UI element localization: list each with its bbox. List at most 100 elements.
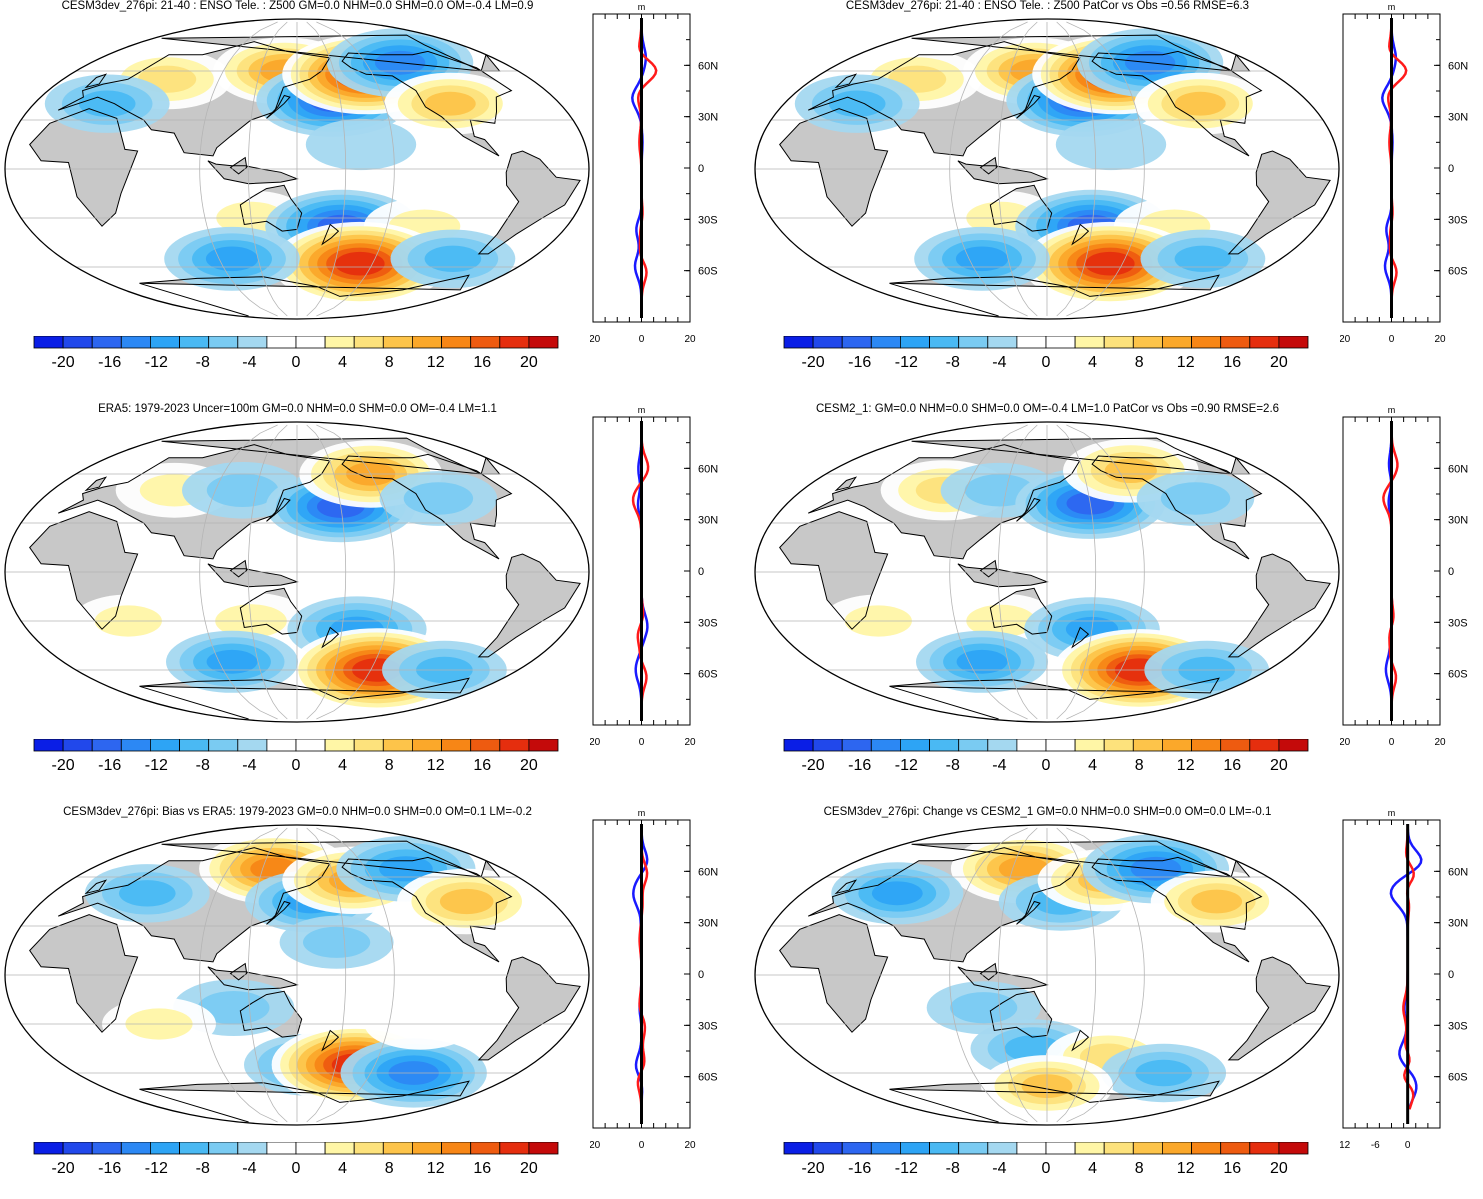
colorbar: -20 -16 -12 -8 -4 0 4 8 12 16 20 (783, 1142, 1309, 1177)
latitude-label: 30N (698, 112, 718, 124)
colorbar-label: -8 (946, 1160, 960, 1177)
grid-longitude-line (997, 21, 1038, 317)
colorbar-swatch (441, 336, 472, 349)
colorbar: -20 -16 -12 -8 -4 0 4 8 12 16 20 (33, 336, 559, 371)
colorbar-swatch (295, 336, 326, 349)
colorbar-label: -20 (802, 757, 825, 774)
coastline (779, 914, 889, 1033)
colorbar-swatch (499, 739, 530, 752)
grid-longitude-line (247, 827, 288, 1123)
colorbar-label: 0 (1042, 354, 1051, 371)
colorbar-swatch (150, 1142, 180, 1155)
colorbar-label: 20 (520, 354, 538, 371)
anomaly-contour (1055, 118, 1167, 171)
latitude-label: 30S (698, 1020, 718, 1032)
latitude-label: 60N (1448, 463, 1468, 475)
coastline (807, 847, 1081, 963)
coastline (1091, 453, 1263, 560)
grid-longitude-line (1056, 827, 1097, 1123)
x-tick-label: 0 (639, 334, 645, 345)
zonal-mean-profile: m -20 0 20 60N 30N 0 30S 60S (1340, 2, 1468, 345)
coastline (161, 437, 482, 475)
coastline (1091, 856, 1263, 963)
coastline (57, 41, 331, 157)
map-border (754, 18, 1340, 320)
coastline (911, 437, 1232, 475)
colorbar-label: 16 (1223, 354, 1241, 371)
zonal-mean-profile: m -20 0 20 60N 30N 0 30S 60S (590, 405, 718, 748)
coastline (341, 453, 513, 560)
colorbar-swatch (441, 1142, 472, 1155)
colorbar-swatch (382, 336, 413, 349)
anomaly-contour (1085, 251, 1135, 276)
grid-longitude-line (306, 827, 347, 1123)
anomaly-contour (206, 473, 279, 507)
x-tick-label: -6 (1371, 1140, 1380, 1151)
colorbar-label: 0 (1042, 1160, 1051, 1177)
land-mask (779, 108, 888, 227)
colorbar-swatch (1132, 336, 1163, 349)
anomaly-field (794, 28, 1267, 306)
land-mask (29, 108, 138, 227)
anomaly-contour (828, 90, 886, 117)
colorbar-swatch (382, 739, 413, 752)
coastline (266, 497, 291, 522)
latitude-label: 30S (1448, 617, 1468, 629)
colorbar-swatch (929, 1142, 960, 1155)
land-mask (1228, 957, 1331, 1060)
colorbar-swatch (1016, 336, 1047, 349)
coastline (477, 150, 581, 255)
grid-longitude-line (949, 827, 1028, 1123)
coastline (957, 966, 1049, 991)
anomaly-contour (424, 245, 482, 272)
latitude-label: 30S (698, 214, 718, 226)
grid-longitude-line (316, 424, 395, 720)
graticule (5, 21, 589, 317)
latitude-label: 60S (1448, 266, 1468, 278)
colorbar-swatch (62, 1142, 93, 1155)
colorbar-swatch (900, 1142, 930, 1155)
panel-era5: ERA5: 1979-2023 Uncer=100m GM=0.0 NHM=0.… (0, 403, 741, 796)
grid-longitude-line (199, 827, 278, 1123)
x-tick-label: 0 (1389, 737, 1395, 748)
coastlines (29, 840, 581, 1123)
colorbar-swatch (958, 336, 989, 349)
anomaly-contour (303, 926, 371, 958)
x-tick-label: -12 (1340, 1140, 1351, 1151)
anomaly-contour (871, 881, 923, 906)
colorbar: -20 -16 -12 -8 -4 0 4 8 12 16 20 (33, 1142, 559, 1177)
colorbar-swatch (1278, 739, 1309, 752)
colorbar-swatch (441, 739, 472, 752)
colorbar-label: 12 (1177, 354, 1195, 371)
colorbar-label: 16 (473, 354, 491, 371)
coastline (341, 856, 513, 963)
colorbar-swatch (1016, 1142, 1047, 1155)
coastline (341, 50, 513, 157)
latitude-label: 30N (1448, 112, 1468, 124)
colorbar-swatch (528, 336, 559, 349)
coastline (889, 282, 999, 317)
colorbar-label: 4 (338, 757, 347, 774)
colorbar: -20 -16 -12 -8 -4 0 4 8 12 16 20 (783, 739, 1309, 774)
colorbar-swatch (499, 336, 530, 349)
profile-frame (1342, 819, 1441, 1129)
colorbar-swatch (470, 739, 501, 752)
x-tick-label: 20 (1434, 737, 1446, 748)
world-map (754, 421, 1340, 723)
x-tick-label: 20 (1434, 334, 1446, 345)
colorbar-swatch (237, 1142, 268, 1155)
coastline (889, 1088, 999, 1123)
colorbar-label: 12 (427, 757, 445, 774)
coastline (807, 41, 1081, 157)
colorbar-swatch (179, 739, 210, 752)
land-mask (1228, 554, 1331, 657)
grid-longitude-line (247, 21, 288, 317)
latitude-label: 0 (698, 163, 704, 175)
coastline (834, 73, 858, 89)
colorbar-swatch (208, 1142, 239, 1155)
land-mask (29, 914, 138, 1033)
anomaly-contour (335, 251, 385, 276)
colorbar-label: -12 (145, 1160, 168, 1177)
anomaly-contour (197, 991, 270, 1025)
x-tick-label: 0 (1389, 334, 1395, 345)
